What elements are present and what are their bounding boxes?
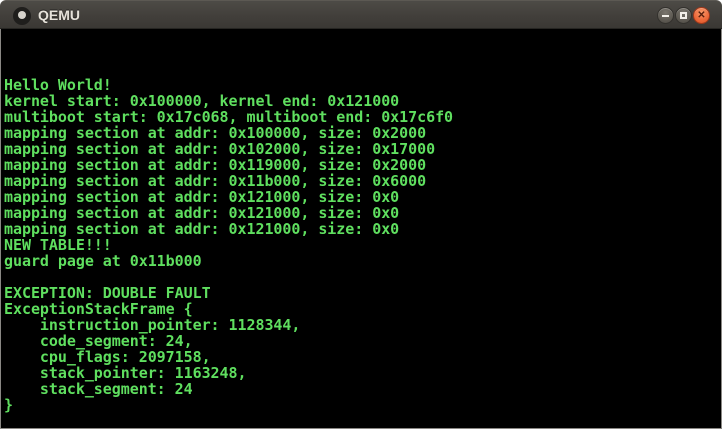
window-title: QEMU (38, 7, 80, 23)
close-button[interactable]: ✕ (693, 7, 710, 24)
maximize-icon (680, 12, 687, 19)
qemu-app-icon (13, 7, 31, 25)
maximize-button[interactable] (675, 7, 692, 24)
titlebar[interactable]: QEMU ✕ (0, 0, 722, 29)
minimize-button[interactable] (657, 7, 674, 24)
terminal-screen[interactable]: Hello World! kernel start: 0x100000, ker… (0, 29, 722, 429)
close-icon: ✕ (697, 10, 706, 21)
console-output: Hello World! kernel start: 0x100000, ker… (4, 76, 454, 414)
minimize-icon (662, 15, 669, 17)
window-controls: ✕ (657, 7, 710, 24)
qemu-app-icon-dot (18, 11, 26, 19)
